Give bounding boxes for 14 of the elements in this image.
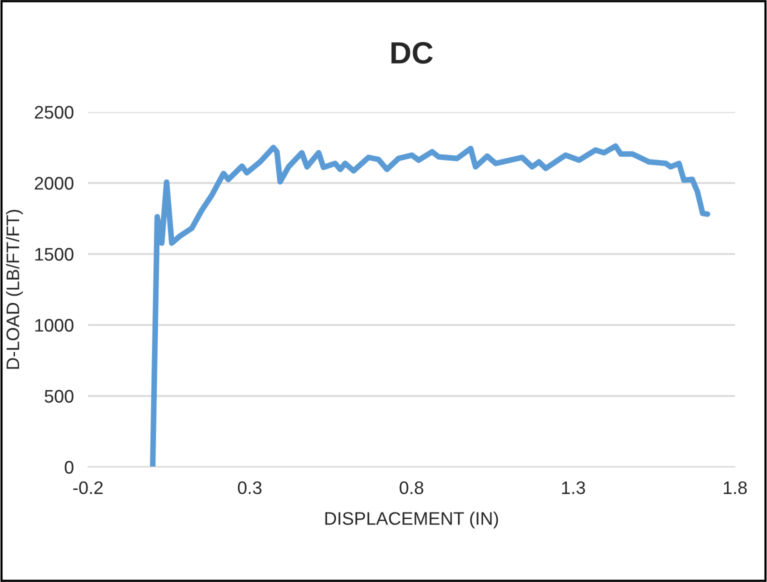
y-tick-label: 500 — [44, 390, 74, 403]
y-tick-label: 2000 — [34, 176, 74, 190]
x-tick-label: 1.3 — [562, 481, 586, 494]
x-tick-label: 0.3 — [238, 481, 262, 494]
y-tick-label: 2500 — [34, 106, 74, 119]
x-tick-label: -0.2 — [73, 481, 103, 494]
y-axis-title: D-LOAD (LB/FT/FT) — [6, 210, 23, 369]
x-tick-label: 0.8 — [400, 481, 424, 494]
x-axis-title: DISPLACEMENT (IN) — [325, 512, 498, 528]
x-tick-label: 1.8 — [724, 481, 747, 494]
y-tick-label: 0 — [64, 460, 74, 474]
chart-title: DC — [391, 42, 433, 64]
y-tick-label: 1000 — [35, 318, 74, 332]
y-tick-label: 1500 — [35, 248, 74, 261]
